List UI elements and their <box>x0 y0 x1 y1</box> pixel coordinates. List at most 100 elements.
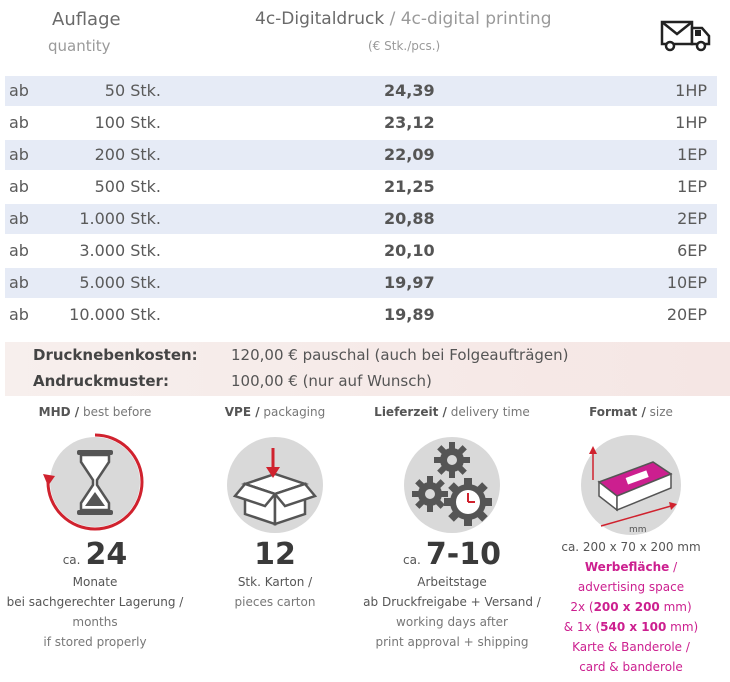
gears-clock-icon <box>412 442 492 526</box>
card-banderole-en: card & banderole <box>579 660 683 674</box>
row-price: 20,88 <box>384 209 435 228</box>
delivery-cond-de: ab Druckfreigabe + Versand / <box>363 595 541 609</box>
packaging-unit-en: pieces carton <box>234 595 316 609</box>
delivery-truck-icon <box>660 20 711 52</box>
dimension-label: mm <box>629 525 647 535</box>
feature-delivery-time: Lieferzeit / delivery time <box>362 405 542 652</box>
area-line2-pre: & 1x ( <box>563 620 601 634</box>
advertising-area-title: Werbefläche / <box>541 557 721 577</box>
packaging-value: 12 <box>185 537 365 572</box>
row-price: 21,25 <box>384 177 435 196</box>
quantity-header-en: quantity <box>48 37 111 55</box>
table-header: Auflage quantity 4c-Digitaldruck / 4c-di… <box>0 0 730 70</box>
row-prefix: ab <box>9 209 29 228</box>
row-quantity: 500 Stk. <box>94 177 161 196</box>
table-row: ab 3.000 Stk. 20,10 6EP <box>5 236 717 266</box>
area-line1-pre: 2x ( <box>570 600 594 614</box>
delivery-title-de: Lieferzeit / <box>374 405 447 419</box>
row-prefix: ab <box>9 273 29 292</box>
row-prefix: ab <box>9 241 29 260</box>
hourglass-icon <box>43 433 144 531</box>
row-price: 23,12 <box>384 113 435 132</box>
best-before-unit-de: Monate <box>72 575 118 589</box>
table-row: ab 500 Stk. 21,25 1EP <box>5 172 717 202</box>
feature-best-before: MHD / best before ca. 24 Monate bei sach… <box>5 405 185 652</box>
row-shipping: 1HP <box>675 113 707 132</box>
row-quantity: 10.000 Stk. <box>69 305 161 324</box>
packaging-title-de: VPE / <box>224 405 260 419</box>
delivery-value: ca. 7-10 <box>362 537 542 572</box>
feature-packaging: VPE / packaging 12 Stk. Karton / pieces … <box>185 405 365 612</box>
row-price: 20,10 <box>384 241 435 260</box>
print-header-sep: / <box>384 9 401 29</box>
quantity-header-de: Auflage <box>52 9 121 30</box>
card-banderole-de: Karte & Banderole / <box>572 640 690 654</box>
advertising-area-line1: 2x (200 x 200 mm) <box>541 597 721 617</box>
box-icon <box>232 448 318 526</box>
row-price: 22,09 <box>384 145 435 164</box>
best-before-value: ca. 24 <box>5 537 185 572</box>
row-prefix: ab <box>9 113 29 132</box>
row-prefix: ab <box>9 305 29 324</box>
area-line2-post: mm) <box>666 620 699 634</box>
print-header: 4c-Digitaldruck / 4c-digital printing <box>255 9 552 29</box>
row-quantity: 100 Stk. <box>94 113 161 132</box>
packaging-title-en: packaging <box>259 405 326 419</box>
print-header-en: 4c-digital printing <box>400 9 552 29</box>
row-quantity: 200 Stk. <box>94 145 161 164</box>
table-row: ab 200 Stk. 22,09 1EP <box>5 140 717 170</box>
feature-format-size: Format / size mm ca. 200 x 70 x 200 mm W… <box>541 405 721 677</box>
eraser-dimensions-icon: mm <box>589 446 677 535</box>
delivery-number: 7-10 <box>425 537 501 572</box>
format-size: ca. 200 x 70 x 200 mm <box>561 540 701 554</box>
best-before-title-de: MHD / <box>38 405 80 419</box>
table-row: ab 1.000 Stk. 20,88 2EP <box>5 204 717 234</box>
row-price: 24,39 <box>384 81 435 100</box>
row-shipping: 6EP <box>677 241 707 260</box>
unit-label: (€ Stk./pcs.) <box>368 39 441 53</box>
delivery-unit-de: Arbeitstage <box>417 575 487 589</box>
row-price: 19,97 <box>384 273 435 292</box>
area-line2-bold: 540 x 100 <box>600 620 667 634</box>
row-quantity: 3.000 Stk. <box>79 241 161 260</box>
delivery-title: Lieferzeit / delivery time <box>362 405 542 419</box>
delivery-unit-en: working days after <box>396 615 508 629</box>
table-row: ab 50 Stk. 24,39 1HP <box>5 76 717 106</box>
best-before-cond-de: bei sachgerechter Lagerung / <box>6 595 184 609</box>
best-before-cond-en: if stored properly <box>43 635 147 649</box>
table-row: ab 10.000 Stk. 19,89 20EP <box>5 300 717 330</box>
best-before-title-en: best before <box>79 405 152 419</box>
additional-costs-panel: Drucknebenkosten: 120,00 € pauschal (auc… <box>5 342 730 396</box>
row-quantity: 1.000 Stk. <box>79 209 161 228</box>
best-before-ca: ca. <box>62 553 81 567</box>
table-row: ab 100 Stk. 23,12 1HP <box>5 108 717 138</box>
packaging-number: 12 <box>254 537 296 572</box>
row-shipping: 1EP <box>677 177 707 196</box>
packaging-unit-de: Stk. Karton / <box>237 575 313 589</box>
best-before-unit-en: months <box>72 615 118 629</box>
table-row: ab 5.000 Stk. 19,97 10EP <box>5 268 717 298</box>
row-prefix: ab <box>9 177 29 196</box>
format-title: Format / size <box>541 405 721 419</box>
row-shipping: 1EP <box>677 145 707 164</box>
delivery-ca: ca. <box>403 553 421 567</box>
format-title-de: Format / <box>589 405 646 419</box>
proof-value: 100,00 € (nur auf Wunsch) <box>231 372 432 390</box>
advertising-area-en: advertising space <box>577 580 685 594</box>
area-line1-bold: 200 x 200 <box>593 600 660 614</box>
delivery-title-en: delivery time <box>446 405 530 419</box>
print-header-de: 4c-Digitaldruck <box>255 9 385 29</box>
row-shipping: 2EP <box>677 209 707 228</box>
advertising-area-slash: / <box>669 560 678 574</box>
row-shipping: 1HP <box>675 81 707 100</box>
area-line1-post: mm) <box>659 600 692 614</box>
side-costs-label: Drucknebenkosten: <box>33 346 198 364</box>
advertising-area-line2: & 1x (540 x 100 mm) <box>541 617 721 637</box>
side-costs-value: 120,00 € pauschal (auch bei Folgeaufträg… <box>231 346 569 364</box>
format-title-en: size <box>645 405 673 419</box>
best-before-number: 24 <box>85 537 128 572</box>
delivery-cond-en: print approval + shipping <box>375 635 529 649</box>
row-prefix: ab <box>9 81 29 100</box>
row-quantity: 5.000 Stk. <box>79 273 161 292</box>
advertising-area-title-de: Werbefläche <box>584 560 670 574</box>
